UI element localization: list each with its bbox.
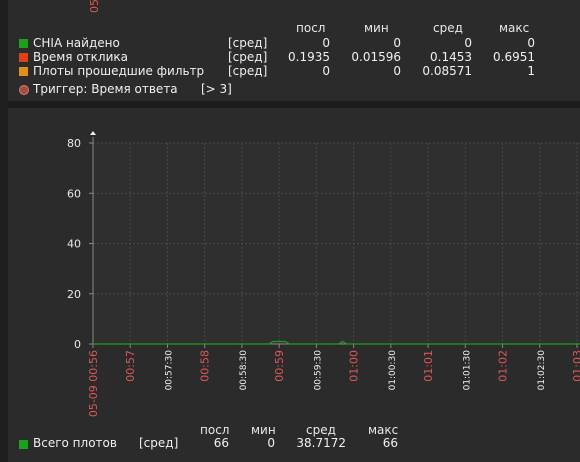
y-axis-arrow: [90, 131, 96, 135]
x-tick-label: 00:59:30: [313, 350, 323, 391]
legend-min-0: 0: [393, 36, 401, 50]
legend-name-2[interactable]: Плоты прошедшие фильтр: [33, 64, 205, 78]
x-tick-label: 01:02:30: [537, 350, 547, 391]
y-tick-label: 0: [74, 338, 81, 351]
legend-agg-2: [сред]: [228, 64, 268, 78]
legend-max-total-plots: 66: [382, 436, 398, 450]
legend-swatch-1: [19, 53, 28, 62]
legend-name-1[interactable]: Время отклика: [33, 50, 128, 64]
legend-avg-total-plots: 38.7172: [296, 436, 346, 450]
total-plots-chart: 80 60 40 20 0 05-09 00:56 00:57 00:57:30 00:58 00…: [67, 131, 580, 417]
x-tick-label: 00:57:30: [164, 350, 174, 391]
legend-min-1: 0.01596: [351, 50, 401, 64]
legend-swatch-0: [19, 39, 28, 48]
legend-agg-0: [сред]: [228, 36, 268, 50]
bottom-col-header-max: макс: [368, 423, 399, 437]
y-tick-label: 20: [67, 288, 81, 301]
y-tick-label: 60: [67, 187, 81, 200]
legend-min-total-plots: 0: [267, 436, 275, 450]
legend-avg-2: 0.08571: [422, 64, 472, 78]
legend-max-2: 1: [527, 64, 535, 78]
col-header-max: макс: [499, 21, 530, 35]
bottom-col-header-last: посл: [200, 423, 230, 437]
top-graph-legend-panel: [8, 0, 580, 101]
legend-avg-1: 0.1453: [430, 50, 472, 64]
legend-agg-total-plots: [сред]: [139, 436, 179, 450]
legend-last-2: 0: [322, 64, 330, 78]
trigger-icon: [19, 85, 29, 95]
bottom-col-header-avg: сред: [306, 423, 336, 437]
col-header-avg: сред: [433, 21, 463, 35]
y-tick-label: 40: [67, 238, 81, 251]
col-header-last: посл: [296, 21, 326, 35]
legend-max-1: 0.6951: [493, 50, 535, 64]
legend-swatch-total-plots: [19, 440, 28, 449]
x-tick-label: 00:58: [199, 350, 212, 382]
legend-last-total-plots: 66: [213, 436, 229, 450]
legend-last-1: 0.1935: [288, 50, 330, 64]
legend-min-2: 0: [393, 64, 401, 78]
trigger-label[interactable]: Триггер: Время ответа: [33, 82, 178, 96]
trigger-condition: [> 3]: [201, 82, 232, 96]
x-tick-label: 01:03: [571, 350, 580, 382]
bottom-col-header-min: мин: [251, 423, 276, 437]
x-tick-label: 00:59: [273, 350, 286, 382]
x-tick-label: 01:00: [348, 350, 361, 382]
x-tick-label: 05-09 00:56: [87, 350, 100, 417]
x-tick-label: 01:00:30: [388, 350, 398, 391]
legend-max-0: 0: [527, 36, 535, 50]
legend-agg-1: [сред]: [228, 50, 268, 64]
panel-divider: [8, 101, 580, 108]
series-line-0: [93, 340, 580, 345]
left-edge: [0, 0, 8, 462]
legend-name-0[interactable]: CHIA найдено: [33, 36, 120, 50]
x-tick-label: 01:01:30: [462, 350, 472, 391]
x-tick-label: 00:58:30: [239, 350, 249, 391]
legend-swatch-2: [19, 67, 28, 76]
x-tick-label: 01:02: [497, 350, 510, 382]
legend-last-0: 0: [322, 36, 330, 50]
x-tick-label: 00:57: [124, 350, 137, 382]
legend-avg-0: 0: [464, 36, 472, 50]
col-header-min: мин: [364, 21, 389, 35]
y-tick-label: 80: [67, 137, 81, 150]
legend-name-total-plots[interactable]: Всего плотов: [33, 436, 117, 450]
x-tick-label: 01:01: [422, 350, 435, 382]
